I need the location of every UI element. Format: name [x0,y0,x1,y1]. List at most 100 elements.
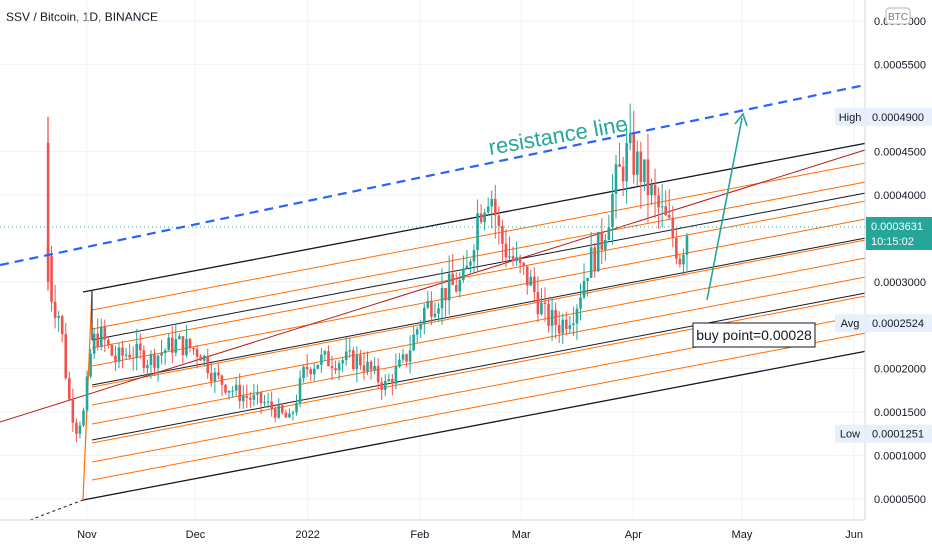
candle-body [462,268,465,281]
candle-body [327,351,330,367]
candle-body [440,287,444,309]
candle-body [394,366,398,384]
price-tag-value: 0.0004900 [872,112,924,124]
candle-body [444,287,447,301]
candle-body [352,350,355,370]
candle-body [632,132,636,175]
candle-body [124,354,128,356]
candle-body [515,257,518,262]
candle-body [146,365,149,368]
candle-body [454,285,458,292]
candle-body [586,277,589,281]
fib-line [91,332,866,481]
candle-body [607,227,611,240]
candle-body [103,326,107,340]
candle-body [57,316,60,318]
candle-body [167,337,170,351]
candle-body [206,355,210,374]
candle-body [675,238,678,259]
candle-body [82,410,85,426]
candle-body [596,232,600,272]
candle-body [575,308,579,324]
candle-body [426,300,430,308]
price-tag-value-bg [866,107,932,126]
candle-body [241,395,245,402]
time-axis[interactable]: Nov Dec 2022 Feb Mar Apr May Jun [0,519,865,541]
candle-body [604,239,607,250]
countdown-timer: 10:15:02 [871,236,914,248]
candle-body [451,273,454,286]
candle-body [281,405,284,413]
candle-body [543,302,547,304]
channel-inner [91,192,866,341]
channel-lines [0,142,866,521]
candle-body [50,256,53,302]
price-tag-label-bg [835,107,865,126]
candle-body [309,369,312,375]
candle-body [259,392,263,404]
resistance-annotation: resistance line [487,111,630,160]
candle-body [181,336,185,356]
candle-body [504,243,508,258]
candle-body [525,266,529,286]
candle-body [447,273,451,301]
candle-body [99,326,103,347]
candle-body [419,324,423,330]
candle-body [582,280,586,298]
candle-body [423,307,426,325]
candle-body [600,232,604,250]
candle-body [202,355,206,361]
candle-body [529,276,533,286]
candle-body [628,132,632,144]
fib-line [91,200,866,349]
channel-inner [91,292,866,441]
currency-badge-label: BTC [888,12,908,23]
candle-body [664,206,667,216]
buy-point-box [692,322,816,348]
price-tag-label: Avg [841,318,860,330]
grid [0,0,865,520]
candle-body [273,408,277,418]
candle-body [85,376,89,411]
x-tick-label: Jun [845,529,863,541]
candle-body [117,347,121,362]
fib-line [91,295,866,444]
buy-point-text: buy point=0.00028 [696,327,812,343]
current-price-value: 0.0003631 [871,221,923,233]
candle-body [316,364,320,369]
candle-body [625,143,628,182]
candle-body [185,338,188,356]
candle-body [671,217,675,239]
dotted-extension [29,499,84,521]
candle-body [433,313,437,317]
candle-body [195,349,199,357]
candle-body [550,309,554,326]
median-line [0,149,866,423]
candle-body [667,215,671,218]
candle-body [234,384,238,391]
currency-badge[interactable]: BTC [885,7,911,25]
candle-body [593,247,596,272]
candle-body [387,378,391,382]
candle-body [131,357,135,359]
candle-body [68,378,71,400]
arrow-head [734,112,748,127]
candle-body [405,354,408,362]
candle-body [369,361,373,370]
candle-body [142,350,146,368]
candle-body [589,247,593,278]
candle-body [508,256,511,258]
candle-body [263,402,266,404]
candle-body [156,355,160,368]
price-tag-label-bg [835,424,865,443]
price-tag-label-bg [835,314,865,333]
candle-body [518,257,522,263]
candle-body [53,301,57,318]
candle-body [334,368,337,371]
y-tick-label: 0.0004000 [874,190,926,202]
candle-body [376,365,380,383]
candle-body [302,366,305,379]
candle-body [170,337,174,353]
candle-body [355,355,359,370]
